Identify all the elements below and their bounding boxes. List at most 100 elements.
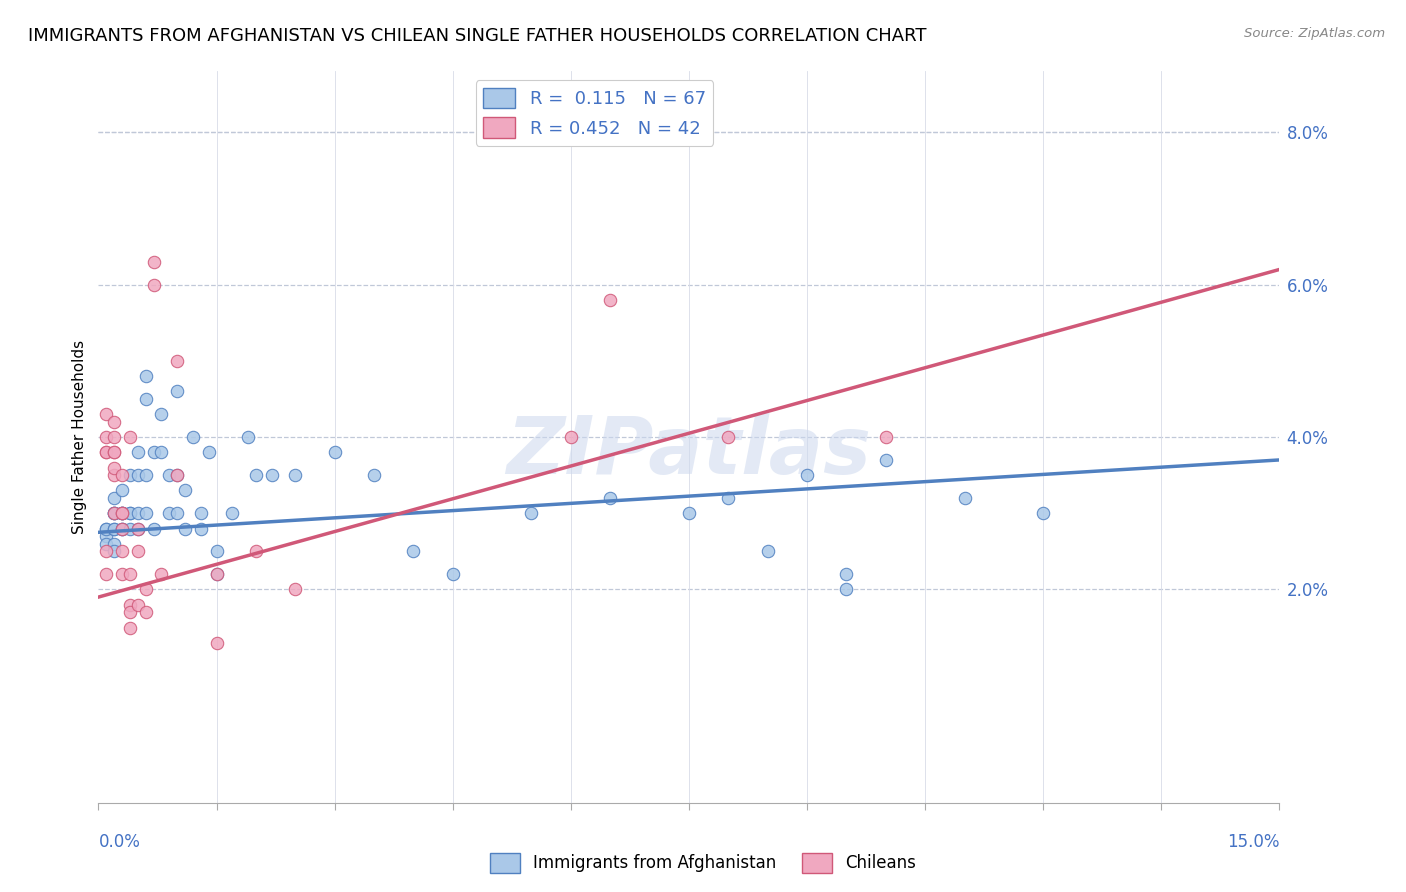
Point bbox=[118, 506, 141, 520]
Point bbox=[205, 567, 228, 582]
Point bbox=[111, 506, 134, 520]
Point bbox=[221, 506, 243, 520]
Point bbox=[127, 521, 149, 535]
Point bbox=[127, 598, 149, 612]
Point bbox=[150, 407, 173, 421]
Point bbox=[135, 392, 157, 406]
Point bbox=[96, 544, 118, 558]
Point bbox=[118, 521, 141, 535]
Point bbox=[245, 468, 267, 483]
Text: ZIPatlas: ZIPatlas bbox=[506, 413, 872, 491]
Point bbox=[103, 521, 125, 535]
Point bbox=[245, 544, 267, 558]
Point bbox=[111, 506, 134, 520]
Point bbox=[142, 277, 165, 292]
Point bbox=[717, 491, 740, 505]
Point bbox=[111, 544, 134, 558]
Point bbox=[560, 430, 582, 444]
Point bbox=[111, 468, 134, 483]
Point bbox=[835, 567, 858, 582]
Point bbox=[96, 521, 118, 535]
Point bbox=[157, 506, 180, 520]
Point bbox=[103, 491, 125, 505]
Point bbox=[441, 567, 464, 582]
Point bbox=[103, 445, 125, 459]
Text: Source: ZipAtlas.com: Source: ZipAtlas.com bbox=[1244, 27, 1385, 40]
Point bbox=[520, 506, 543, 520]
Point bbox=[127, 445, 149, 459]
Point bbox=[127, 468, 149, 483]
Point bbox=[678, 506, 700, 520]
Point bbox=[111, 506, 134, 520]
Point bbox=[181, 430, 204, 444]
Point bbox=[135, 582, 157, 597]
Point bbox=[284, 582, 307, 597]
Point bbox=[260, 468, 283, 483]
Point bbox=[174, 521, 197, 535]
Point bbox=[875, 453, 897, 467]
Point bbox=[135, 468, 157, 483]
Point bbox=[166, 354, 188, 368]
Point bbox=[135, 605, 157, 619]
Point bbox=[103, 506, 125, 520]
Point bbox=[323, 445, 346, 459]
Point bbox=[103, 506, 125, 520]
Point bbox=[142, 445, 165, 459]
Point bbox=[103, 544, 125, 558]
Point bbox=[1032, 506, 1054, 520]
Point bbox=[96, 529, 118, 543]
Point bbox=[118, 605, 141, 619]
Point bbox=[135, 369, 157, 384]
Point bbox=[127, 521, 149, 535]
Point bbox=[174, 483, 197, 498]
Point bbox=[363, 468, 385, 483]
Point bbox=[756, 544, 779, 558]
Point bbox=[103, 415, 125, 429]
Point bbox=[166, 468, 188, 483]
Point bbox=[166, 384, 188, 399]
Legend: Immigrants from Afghanistan, Chileans: Immigrants from Afghanistan, Chileans bbox=[484, 847, 922, 880]
Y-axis label: Single Father Households: Single Father Households bbox=[72, 340, 87, 534]
Point bbox=[96, 537, 118, 551]
Point bbox=[190, 521, 212, 535]
Point bbox=[118, 430, 141, 444]
Point bbox=[96, 445, 118, 459]
Point bbox=[111, 521, 134, 535]
Point bbox=[142, 521, 165, 535]
Point bbox=[96, 445, 118, 459]
Point bbox=[166, 468, 188, 483]
Point bbox=[402, 544, 425, 558]
Point bbox=[111, 483, 134, 498]
Point bbox=[118, 621, 141, 635]
Point bbox=[118, 598, 141, 612]
Point bbox=[118, 468, 141, 483]
Point bbox=[103, 460, 125, 475]
Point bbox=[717, 430, 740, 444]
Point bbox=[157, 468, 180, 483]
Point bbox=[875, 430, 897, 444]
Text: 0.0%: 0.0% bbox=[98, 833, 141, 851]
Point bbox=[796, 468, 818, 483]
Point bbox=[127, 506, 149, 520]
Point bbox=[599, 491, 621, 505]
Point bbox=[118, 506, 141, 520]
Point bbox=[111, 506, 134, 520]
Point bbox=[96, 521, 118, 535]
Point bbox=[103, 521, 125, 535]
Point bbox=[236, 430, 259, 444]
Point bbox=[150, 445, 173, 459]
Point bbox=[953, 491, 976, 505]
Point bbox=[103, 430, 125, 444]
Point bbox=[835, 582, 858, 597]
Point bbox=[96, 430, 118, 444]
Text: IMMIGRANTS FROM AFGHANISTAN VS CHILEAN SINGLE FATHER HOUSEHOLDS CORRELATION CHAR: IMMIGRANTS FROM AFGHANISTAN VS CHILEAN S… bbox=[28, 27, 927, 45]
Point bbox=[96, 567, 118, 582]
Point bbox=[142, 255, 165, 269]
Point bbox=[111, 506, 134, 520]
Point bbox=[127, 544, 149, 558]
Point bbox=[205, 567, 228, 582]
Point bbox=[135, 506, 157, 520]
Point bbox=[599, 293, 621, 307]
Point bbox=[205, 636, 228, 650]
Point bbox=[103, 537, 125, 551]
